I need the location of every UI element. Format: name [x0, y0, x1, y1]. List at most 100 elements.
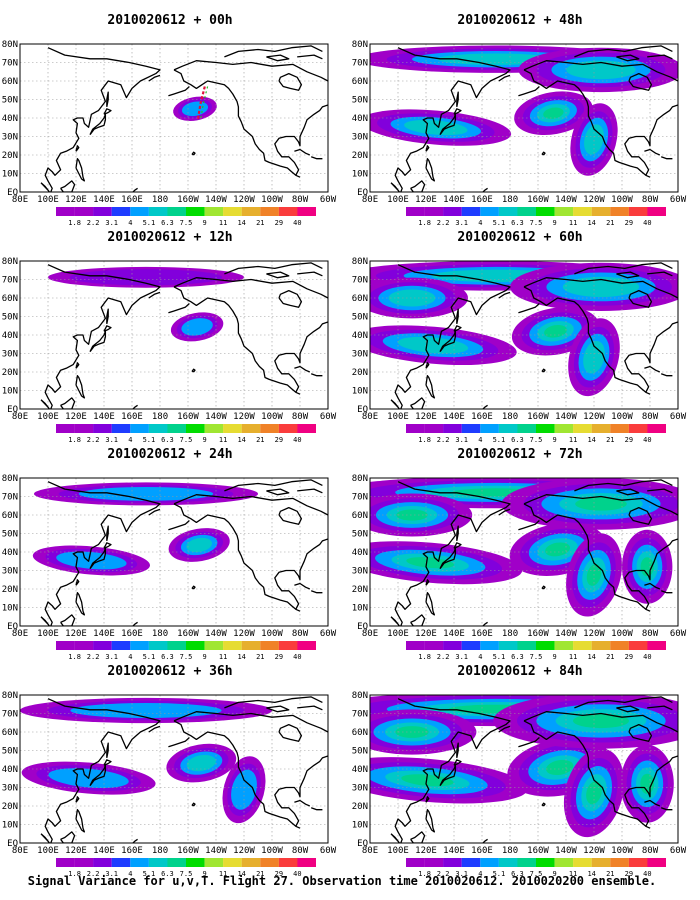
colorbar-label: 9 — [202, 653, 206, 661]
map-panel-60h: 2010020612 + 60h 80N 70N 60N 50N 40N 30N 20N 10N… — [352, 230, 687, 444]
colorbar-label: 5.1 — [143, 436, 156, 444]
map-field — [370, 695, 678, 843]
colorbar-swatch — [628, 858, 648, 867]
lon-tick-label: 100W — [611, 846, 633, 856]
colorbar: 1.8 2.2 3.1 4 5.1 6.3 7.5 9 11 14 21 29 40 — [56, 858, 316, 878]
coastlines — [40, 479, 328, 626]
lat-tick-label: 60N — [352, 294, 368, 304]
lon-tick-label: 140W — [205, 195, 227, 205]
colorbar-swatch — [480, 207, 499, 216]
colorbar-swatch — [573, 424, 592, 433]
lat-tick-label: 60N — [2, 511, 18, 521]
colorbar-label: 21 — [256, 219, 264, 227]
variance-contour — [186, 754, 216, 772]
lon-tick-label: 100E — [387, 195, 409, 205]
variance-contour — [401, 774, 454, 787]
lon-tick-label: 120E — [65, 629, 87, 639]
lat-tick-label: 70N — [352, 710, 368, 720]
lon-tick-label: 80E — [12, 195, 28, 205]
colorbar-label: 40 — [293, 219, 301, 227]
colorbar-swatch — [186, 424, 205, 433]
colorbar-swatch — [573, 207, 592, 216]
lat-tick-label: 50N — [2, 96, 18, 106]
colorbar-swatch — [167, 424, 186, 433]
colorbar-label: 7.5 — [530, 436, 543, 444]
lon-tick-label: 80E — [12, 412, 28, 422]
colorbar-swatch — [536, 641, 555, 650]
lon-tick-label: 80W — [292, 412, 309, 422]
graticule — [370, 695, 678, 843]
colorbar-label: 6.3 — [161, 653, 174, 661]
lat-tick-label: 20N — [2, 802, 18, 812]
map-panel-36h: 2010020612 + 36h 80N 70N 60N 50N 40N 30N 20N 10N… — [2, 664, 337, 878]
lat-tick-label: 80N — [2, 257, 18, 267]
panel-title: 2010020612 + 72h — [457, 447, 582, 462]
colorbar-swatch — [56, 641, 75, 650]
lat-tick-label: EQ — [357, 405, 368, 415]
colorbar-swatch — [498, 858, 518, 867]
colorbar-swatch — [647, 207, 666, 216]
colorbar-swatch — [167, 641, 186, 650]
lon-tick-label: 120W — [583, 846, 605, 856]
lat-tick-label: EQ — [357, 839, 368, 849]
colorbar-swatch — [74, 858, 94, 867]
colorbar-label: 6.3 — [511, 653, 524, 661]
colorbar-label: 9 — [202, 219, 206, 227]
colorbar-swatch — [406, 424, 425, 433]
panel-title: 2010020612 + 00h — [107, 13, 232, 28]
colorbar-swatch — [517, 858, 536, 867]
graticule — [370, 44, 678, 192]
lon-tick-label: 180 — [502, 629, 518, 639]
colorbar-swatch — [610, 207, 629, 216]
lon-tick-label: 140E — [443, 412, 465, 422]
colorbar-swatch — [480, 858, 499, 867]
lon-tick-label: 60W — [670, 846, 687, 856]
colorbar-swatch — [591, 207, 611, 216]
graticule — [20, 261, 328, 409]
colorbar-swatch — [148, 207, 168, 216]
colorbar-swatch — [204, 858, 224, 867]
colorbar-swatch — [610, 424, 629, 433]
lon-tick-label: 160W — [177, 846, 199, 856]
colorbar-label: 2.2 — [437, 870, 450, 878]
colorbar-label: 2.2 — [87, 653, 100, 661]
lat-tick-label: 40N — [2, 114, 18, 124]
lon-tick-label: 60W — [320, 629, 337, 639]
colorbar-label: 29 — [275, 219, 283, 227]
colorbar-swatch — [130, 858, 149, 867]
colorbar-swatch — [517, 424, 536, 433]
lon-tick-label: 160E — [471, 195, 493, 205]
colorbar-swatch — [204, 641, 224, 650]
colorbar-swatch — [647, 641, 666, 650]
lon-tick-label: 80W — [292, 195, 309, 205]
lat-tick-label: 10N — [2, 821, 18, 831]
colorbar-swatch — [186, 207, 205, 216]
colorbar-swatch — [148, 641, 168, 650]
colorbar-label: 11 — [219, 219, 227, 227]
lat-tick-label: 20N — [2, 368, 18, 378]
colorbar-swatch — [130, 207, 149, 216]
lon-tick-label: 100W — [611, 412, 633, 422]
colorbar-label: 29 — [625, 653, 633, 661]
lon-tick-label: 160E — [121, 195, 143, 205]
lon-tick-label: 120E — [415, 846, 437, 856]
variance-contour — [69, 269, 223, 286]
lat-tick-label: 40N — [352, 331, 368, 341]
lat-tick-label: EQ — [7, 622, 18, 632]
colorbar-swatch — [130, 641, 149, 650]
colorbar-swatch — [480, 641, 499, 650]
colorbar-label: 9 — [552, 870, 556, 878]
lon-tick-label: 180 — [502, 846, 518, 856]
colorbar-label: 21 — [256, 870, 264, 878]
colorbar-swatch — [591, 858, 611, 867]
lat-tick-label: 50N — [352, 96, 368, 106]
colorbar-label: 3.1 — [105, 436, 118, 444]
variance-contour — [573, 713, 629, 729]
lat-tick-label: 20N — [352, 368, 368, 378]
colorbar-label: 21 — [256, 653, 264, 661]
lat-tick-label: 70N — [2, 59, 18, 69]
lon-tick-label: 100W — [261, 412, 283, 422]
lat-tick-label: EQ — [7, 405, 18, 415]
colorbar-swatch — [424, 207, 444, 216]
lon-tick-label: 60W — [670, 412, 687, 422]
